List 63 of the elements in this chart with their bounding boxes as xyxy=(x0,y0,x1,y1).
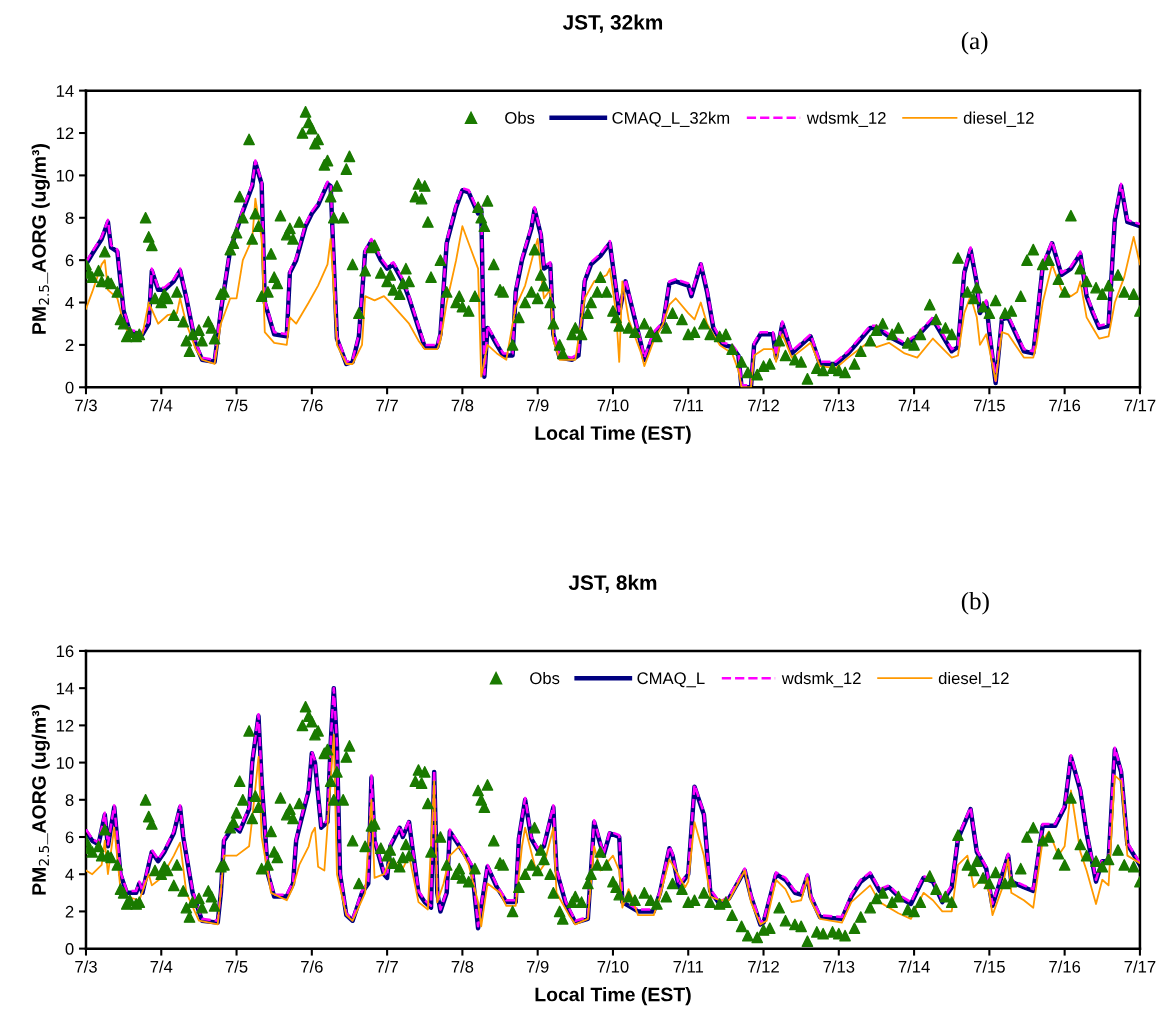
y-tick-label: 14 xyxy=(56,85,74,97)
y-tick-label: 6 xyxy=(65,831,74,844)
x-tick-label: 7/16 xyxy=(1049,960,1081,973)
legend-label: CMAQ_L xyxy=(637,672,705,688)
x-tick-label: 7/3 xyxy=(75,960,97,973)
x-tick-label: 7/10 xyxy=(597,960,629,973)
y-tick-label: 14 xyxy=(56,682,74,695)
x-tick-label: 7/7 xyxy=(376,960,398,973)
x-tick-label: 7/17 xyxy=(1124,960,1156,973)
y-tick-label: 0 xyxy=(65,943,74,955)
x-tick-label: 7/9 xyxy=(526,399,549,412)
y-tick-label: 12 xyxy=(56,127,74,140)
legend-label: diesel_12 xyxy=(938,671,1009,688)
x-tick-label: 7/8 xyxy=(451,399,474,412)
y-tick-label: 8 xyxy=(65,794,74,806)
legend-label: wdsmk_12 xyxy=(806,111,886,127)
x-tick-label: 7/5 xyxy=(225,399,248,412)
x-tick-label: 7/11 xyxy=(673,399,704,412)
x-tick-label: 7/3 xyxy=(75,399,97,412)
y-tick-label: 8 xyxy=(65,212,74,224)
x-tick-label: 7/12 xyxy=(748,960,779,973)
legend-label: wdsmk_12 xyxy=(781,671,861,688)
y-tick-label: 10 xyxy=(56,169,74,182)
x-tick-label: 7/13 xyxy=(823,399,855,412)
x-tick-label: 7/16 xyxy=(1049,399,1081,412)
x-tick-label: 7/4 xyxy=(150,399,173,412)
x-tick-label: 7/14 xyxy=(898,399,930,412)
y-tick-label: 0 xyxy=(65,381,74,394)
legend-label: Obs xyxy=(505,111,535,124)
y-axis-title: PM$_{2.5}$_AORG (ug/m³) xyxy=(31,704,50,895)
y-tick-label: 2 xyxy=(65,339,74,351)
y-tick-label: 6 xyxy=(65,254,74,267)
legend-label: Obs xyxy=(530,671,560,685)
y-tick-label: 10 xyxy=(56,756,74,769)
x-axis-title: Local Time (EST) xyxy=(535,987,691,1006)
x-tick-label: 7/13 xyxy=(823,960,855,973)
y-tick-label: 4 xyxy=(65,868,74,881)
legend-label: diesel_12 xyxy=(963,111,1034,127)
x-tick-label: 7/10 xyxy=(597,399,629,412)
x-tick-label: 7/5 xyxy=(225,960,248,973)
x-tick-label: 7/17 xyxy=(1124,399,1156,412)
x-tick-label: 7/6 xyxy=(301,960,323,973)
x-tick-label: 7/6 xyxy=(301,399,323,412)
x-tick-label: 7/7 xyxy=(376,399,398,412)
chart-title: JST, 8km xyxy=(568,574,657,594)
x-tick-label: 7/8 xyxy=(451,960,474,973)
y-tick-label: 12 xyxy=(56,719,74,732)
y-axis-title: PM$_{2.5}$_AORG (ug/m³) xyxy=(31,144,50,334)
x-tick-label: 7/4 xyxy=(150,960,173,973)
y-tick-label: 4 xyxy=(65,297,74,309)
chart-title: JST, 32km xyxy=(562,14,663,33)
x-tick-label: 7/9 xyxy=(526,960,549,973)
legend-label: CMAQ_L_32km xyxy=(612,111,730,127)
text: (a) xyxy=(961,31,988,55)
y-tick-label: 2 xyxy=(65,905,74,918)
y-tick-label: 16 xyxy=(56,645,74,658)
x-axis-title: Local Time (EST) xyxy=(535,425,691,444)
x-tick-label: 7/12 xyxy=(748,399,779,412)
x-tick-label: 7/11 xyxy=(673,960,704,973)
x-tick-label: 7/15 xyxy=(974,399,1005,412)
text: (b) xyxy=(961,591,989,615)
x-tick-label: 7/14 xyxy=(898,960,930,973)
x-tick-label: 7/15 xyxy=(974,960,1005,973)
